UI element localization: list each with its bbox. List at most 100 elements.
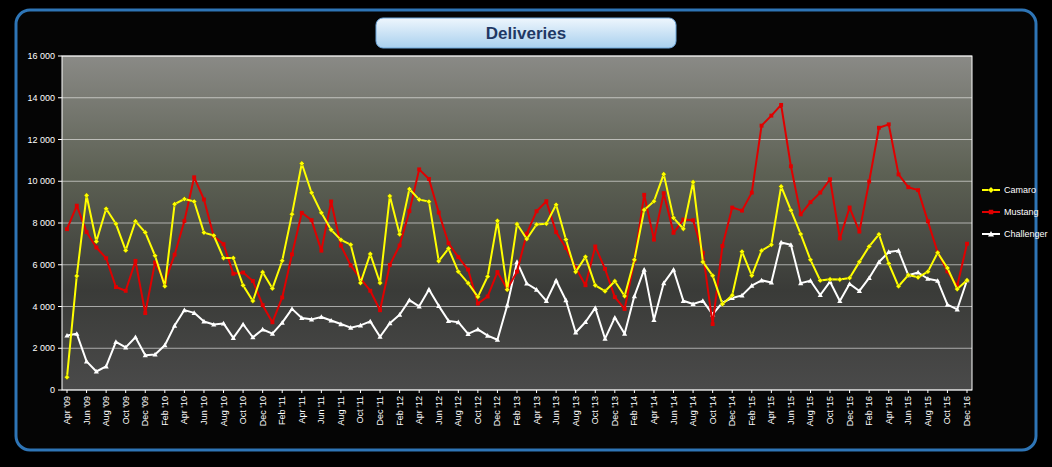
data-point [319, 210, 324, 215]
data-point [211, 233, 216, 238]
data-point [955, 287, 960, 292]
data-point [876, 259, 881, 264]
data-point [358, 323, 363, 328]
data-point [446, 246, 451, 251]
data-point [456, 255, 460, 259]
x-tick-label: Apr '16 [884, 396, 894, 424]
data-point [915, 270, 920, 275]
x-tick-mark [614, 390, 615, 393]
grid-line [62, 306, 972, 307]
x-tick-label: Aug '15 [805, 396, 815, 426]
data-point [837, 298, 842, 303]
data-point [329, 227, 334, 232]
data-point [798, 231, 803, 236]
data-point [690, 301, 695, 306]
data-point [486, 295, 490, 299]
data-point [475, 327, 480, 332]
data-point [563, 298, 568, 303]
data-point [202, 198, 206, 202]
series-line [67, 105, 967, 324]
data-point [847, 281, 852, 286]
x-tick-label: Jun '12 [434, 396, 444, 425]
data-point [837, 277, 842, 282]
x-tick-label: Oct '10 [238, 396, 248, 424]
data-point [769, 280, 774, 285]
data-point [192, 175, 196, 179]
x-tick-label: Aug '11 [336, 396, 346, 426]
data-point [182, 219, 186, 223]
x-tick-mark [125, 390, 126, 393]
data-point [192, 310, 197, 315]
x-tick-mark [888, 390, 889, 393]
x-tick-mark [693, 390, 694, 393]
x-tick-label: Jun '14 [669, 396, 679, 425]
series-line [67, 242, 967, 371]
y-tick-label: 14 000 [27, 93, 55, 103]
tick-mark [58, 139, 62, 140]
data-point [661, 280, 666, 285]
tick-mark [58, 390, 62, 391]
data-point [652, 238, 656, 242]
x-tick-mark [967, 390, 968, 393]
x-tick-label: Feb '15 [747, 396, 757, 426]
data-point [583, 254, 588, 259]
data-point [270, 320, 274, 324]
data-point [104, 256, 108, 260]
title: Deliveries [486, 24, 566, 43]
data-point [681, 298, 686, 303]
data-point [485, 274, 490, 279]
data-point [925, 269, 930, 274]
x-tick-label: Oct '15 [825, 396, 835, 424]
data-point [711, 322, 715, 326]
data-point [456, 269, 461, 274]
x-tick-label: Jun '15 [903, 396, 913, 425]
data-point [847, 275, 852, 280]
data-point [162, 284, 167, 289]
data-point [876, 232, 881, 237]
data-point [828, 177, 832, 181]
data-point [74, 273, 79, 278]
data-point [622, 293, 627, 298]
y-tick-label: 8 000 [32, 218, 55, 228]
data-point [740, 209, 744, 213]
data-point [74, 331, 79, 336]
y-tick-label: 4 000 [32, 302, 55, 312]
x-tick-label: Feb '11 [277, 396, 287, 425]
x-tick-mark [673, 390, 674, 393]
data-point [935, 250, 940, 255]
data-point [710, 273, 715, 278]
x-tick-mark [536, 390, 537, 393]
x-tick-mark [340, 390, 341, 393]
data-point [749, 283, 754, 288]
data-point [809, 200, 813, 204]
data-point [182, 196, 187, 201]
data-point [270, 331, 275, 336]
data-point [769, 242, 774, 247]
data-point [397, 232, 402, 237]
data-point [593, 305, 598, 310]
data-point [642, 193, 646, 197]
data-point [94, 369, 99, 374]
data-point [427, 177, 431, 181]
x-tick-mark [321, 390, 322, 393]
x-tick-mark [790, 390, 791, 393]
data-point [534, 222, 539, 227]
data-point [172, 323, 177, 328]
y-tick-label: 12 000 [27, 135, 55, 145]
data-point [446, 318, 451, 323]
x-tick-label: Apr '15 [766, 396, 776, 424]
data-point [397, 312, 402, 317]
x-tick-label: Jun '10 [199, 396, 209, 425]
data-point [818, 292, 823, 297]
x-tick-label: Aug '10 [219, 396, 229, 426]
data-point [124, 289, 128, 293]
data-point [808, 257, 813, 262]
x-tick-mark [575, 390, 576, 393]
tick-mark [58, 348, 62, 349]
data-point [573, 330, 578, 335]
plot-area [62, 56, 972, 390]
x-tick-mark [869, 390, 870, 393]
x-tick-mark [556, 390, 557, 393]
x-tick-mark [517, 390, 518, 393]
data-point [162, 343, 167, 348]
